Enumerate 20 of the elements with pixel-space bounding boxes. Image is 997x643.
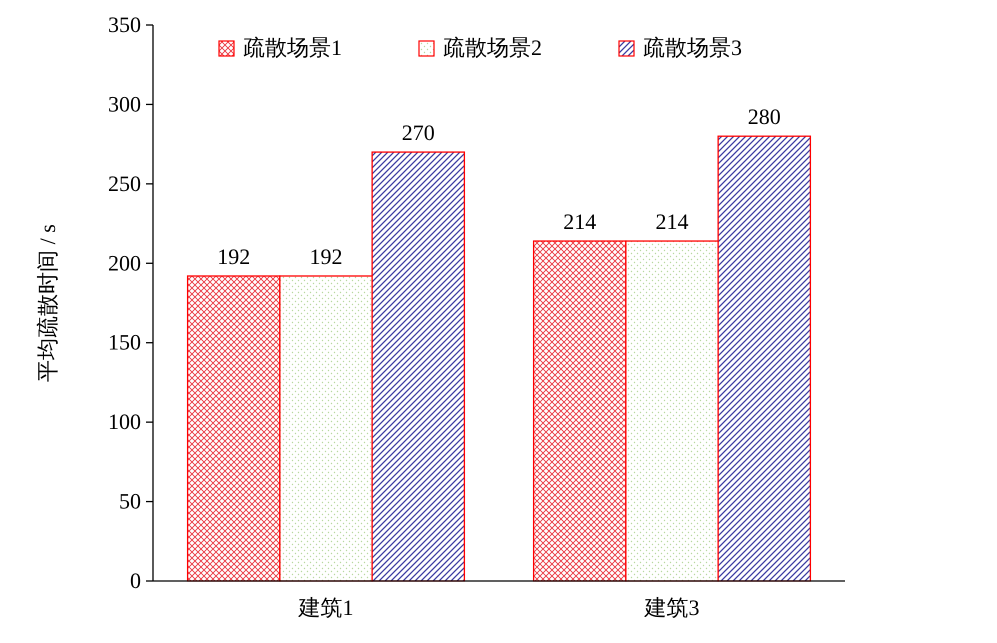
data-label: 214 — [656, 209, 688, 234]
y-tick-label: 250 — [108, 170, 141, 196]
data-label: 280 — [748, 104, 781, 130]
data-label: 192 — [310, 244, 342, 269]
legend-label: 疏散场景1 — [243, 35, 342, 60]
y-tick-label: 100 — [108, 409, 141, 434]
data-label: 270 — [402, 120, 435, 146]
y-tick-label: 300 — [108, 91, 141, 116]
data-label: 214 — [563, 209, 596, 234]
x-tick-label: 建筑1 — [298, 595, 354, 620]
y-tick-label: 0 — [130, 568, 141, 593]
data-label: 192 — [217, 244, 250, 269]
y-tick-label: 350 — [108, 12, 141, 37]
x-tick-label: 建筑3 — [644, 595, 700, 620]
y-tick-label: 150 — [108, 330, 141, 355]
y-axis-title: 平均疏散时间 / s — [35, 224, 60, 382]
y-tick-label: 200 — [108, 250, 141, 276]
y-tick-label: 50 — [119, 488, 141, 514]
legend-label: 疏散场景3 — [643, 35, 742, 60]
legend-label: 疏散场景2 — [443, 35, 542, 60]
